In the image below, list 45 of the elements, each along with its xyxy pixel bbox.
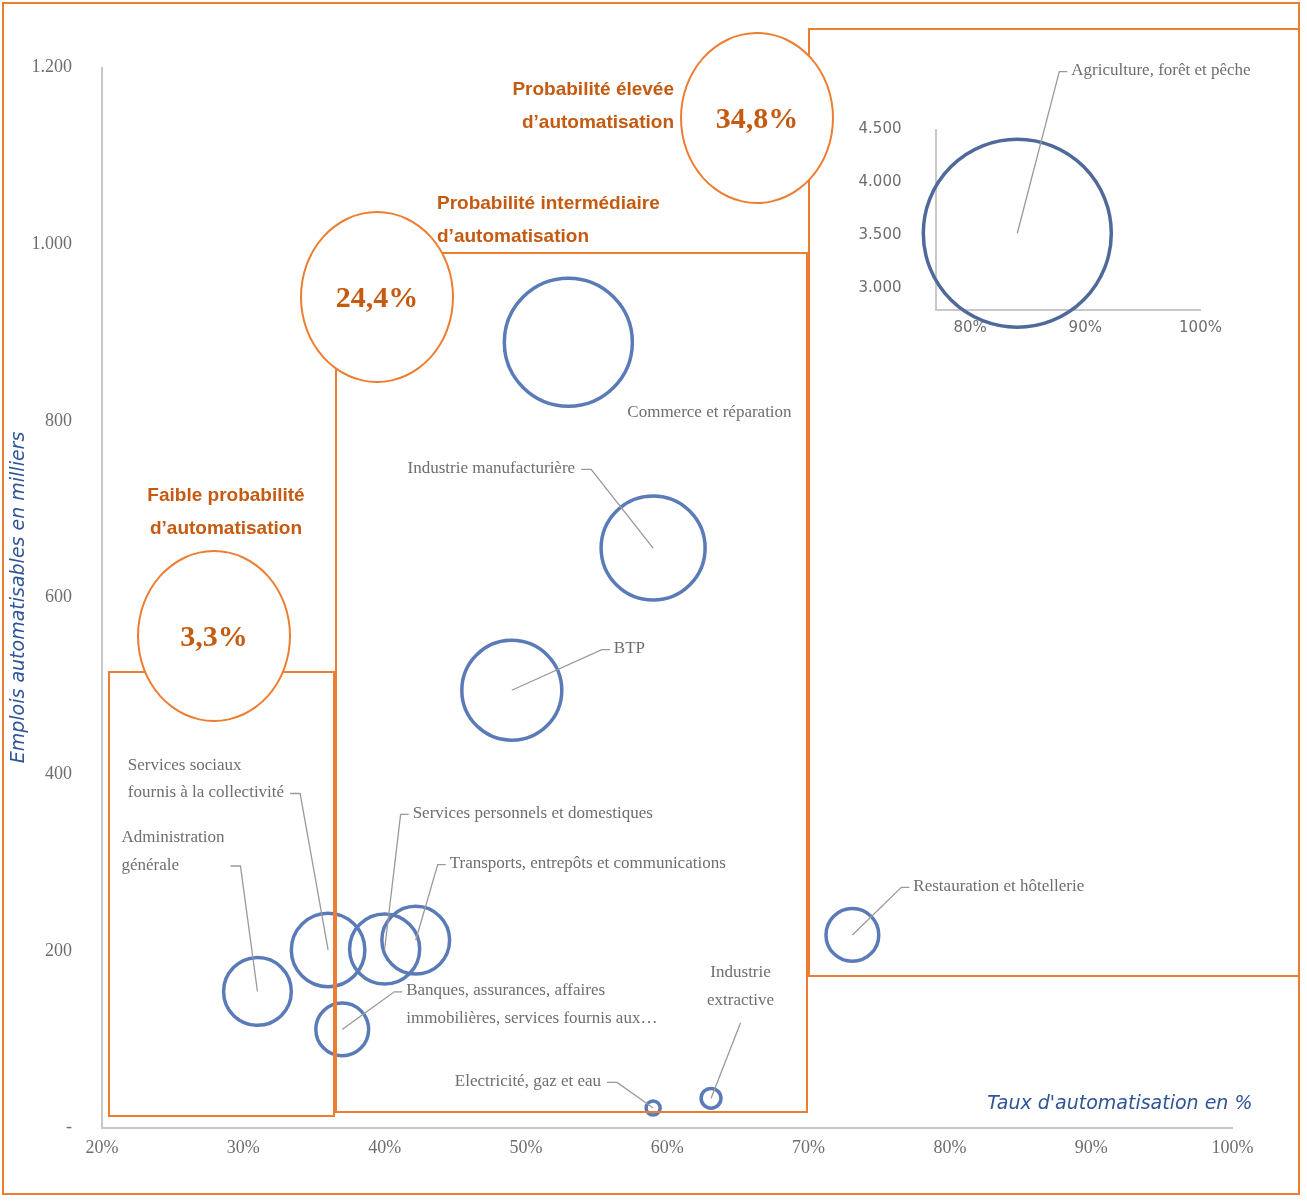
text: Services sociaux fournis à la collectivité [127,754,285,802]
text: Industrie extractive [707,962,775,1009]
y-tick-label: 200 [45,939,72,960]
x-tick-label: 30% [226,1137,260,1158]
x-tick-label: 60% [650,1137,684,1158]
x-axis-title: Taux d'automatisation en % [987,1090,1253,1113]
x-tick-label: 40% [368,1137,402,1158]
text: Restauration et hôtellerie [913,875,1085,895]
x-tick-label: 100% [1211,1137,1254,1158]
series-label: Commerce et réparation [627,402,793,422]
text: Electricité, gaz et eau [454,1071,602,1091]
y-tick-label: 4.000 [858,172,902,191]
y-tick-label: 4.500 [858,119,902,138]
x-tick-label: 70% [792,1137,826,1158]
y-tick-label: 3.000 [858,278,902,297]
y-tick-label: 600 [45,586,72,607]
y-tick-label: 800 [45,409,72,430]
y-tick-label: 3.500 [858,225,902,244]
text: Agriculture, forêt et pêche [1071,60,1251,80]
text: Industrie manufacturière [407,458,576,477]
circle-badge: 3,3% [137,550,291,722]
text: BTP [613,638,645,658]
x-tick-label: 50% [509,1137,543,1158]
annotation: Probabilité intermédiaire d’automatisation [437,191,661,248]
text: Services personnels et domestiques [412,803,653,823]
y-tick-label: 400 [45,762,72,783]
annotation: Probabilité élevée d’automatisation [511,77,674,134]
x-tick-label: 20% [85,1137,119,1158]
x-tick-label: 80% [933,1137,967,1158]
circle-badge: 34,8% [680,32,834,204]
text: Banques, assurances, affaires immobilières, services fournis aux… [406,980,658,1027]
y-tick-label: - [66,1116,72,1137]
annotation: Faible probabilité d’automatisation [146,483,306,540]
text: Administration générale [121,827,225,874]
x-tick-label: 80% [953,318,987,337]
y-axis-title: Emplois automatisables en milliers [6,431,29,764]
annotation: 3,3% [180,619,248,653]
x-tick-label: 90% [1068,318,1102,337]
annotation: 24,4% [335,280,419,314]
y-tick-label: 1.000 [31,232,72,253]
annotation: 34,8% [715,101,799,135]
y-tick-label: 1.200 [31,56,72,77]
x-tick-label: 90% [1074,1137,1108,1158]
text: Transports, entrepôts et communications [449,853,726,873]
x-tick-label: 100% [1179,318,1222,337]
